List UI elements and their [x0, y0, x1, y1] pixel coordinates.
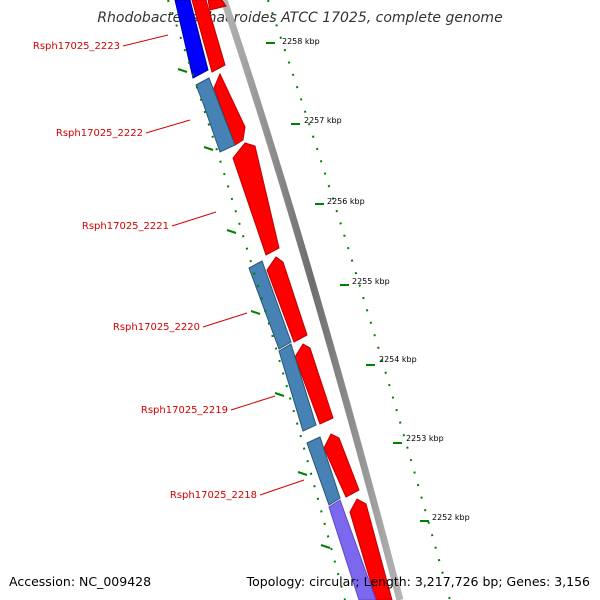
gene-label: Rsph17025_2219: [141, 405, 228, 416]
gene-arrow-forward: [294, 343, 334, 425]
gene-box-reverse: [174, 0, 209, 79]
gene-label: Rsph17025_2223: [33, 41, 120, 52]
inner-tick: [250, 310, 261, 315]
leader-line: [145, 119, 191, 134]
gene-box-reverse: [195, 77, 236, 153]
scale-tick-label: 2257 kbp: [304, 116, 342, 125]
gene-label: Rsph17025_2222: [56, 128, 143, 139]
gene-box-reverse: [248, 260, 292, 350]
scale-labels: 2258 kbp 2257 kbp 2256 kbp 2255 kbp 2254…: [282, 37, 470, 522]
inner-tick: [177, 68, 188, 73]
gene-box-reverse: [278, 343, 317, 432]
inner-tick: [274, 392, 285, 397]
scale-tick-label: 2256 kbp: [327, 197, 365, 206]
scale-tick-label: 2258 kbp: [282, 37, 320, 46]
gene-arrow-forward: [232, 142, 280, 256]
leader-line: [122, 34, 169, 47]
leader-line: [230, 395, 276, 411]
inner-major-ticks: [177, 68, 331, 549]
gene-arrow-forward: [191, 0, 226, 73]
scale-tick-label: 2255 kbp: [352, 277, 390, 286]
inner-tick: [226, 229, 237, 234]
inner-tick: [203, 146, 214, 151]
leader-line: [171, 211, 217, 227]
scale-tick-label: 2253 kbp: [406, 434, 444, 443]
gene-box-reverse: [306, 436, 341, 506]
topology-summary-text: Topology: circular; Length: 3,217,726 bp…: [246, 574, 590, 589]
scale-tick-label: 2252 kbp: [432, 513, 470, 522]
gene-arrow-forward: [323, 433, 360, 498]
gene-labels: Rsph17025_2223 Rsph17025_2222 Rsph17025_…: [33, 41, 257, 501]
outer-tick-track: [267, 0, 451, 600]
inner-tick: [320, 544, 331, 549]
gene-label: Rsph17025_2220: [113, 322, 200, 333]
leader-line: [259, 479, 305, 496]
gene-label: Rsph17025_2218: [170, 490, 257, 501]
forward-strand-genes: [191, 0, 393, 600]
gene-arrow-forward: [207, 0, 227, 11]
gene-label-leaders: [122, 34, 305, 496]
leader-line: [202, 312, 248, 328]
major-ticks: [266, 42, 429, 522]
scale-tick-label: 2254 kbp: [379, 355, 417, 364]
inner-tick: [297, 471, 308, 476]
gene-arrow-forward: [266, 256, 308, 343]
gene-label: Rsph17025_2221: [82, 221, 169, 232]
reverse-strand-genes: [174, 0, 377, 600]
genome-backbone: [220, 0, 404, 600]
accession-text: Accession: NC_009428: [9, 574, 152, 589]
gene-box-reverse: [328, 499, 377, 600]
gene-arrow-forward: [349, 498, 393, 600]
